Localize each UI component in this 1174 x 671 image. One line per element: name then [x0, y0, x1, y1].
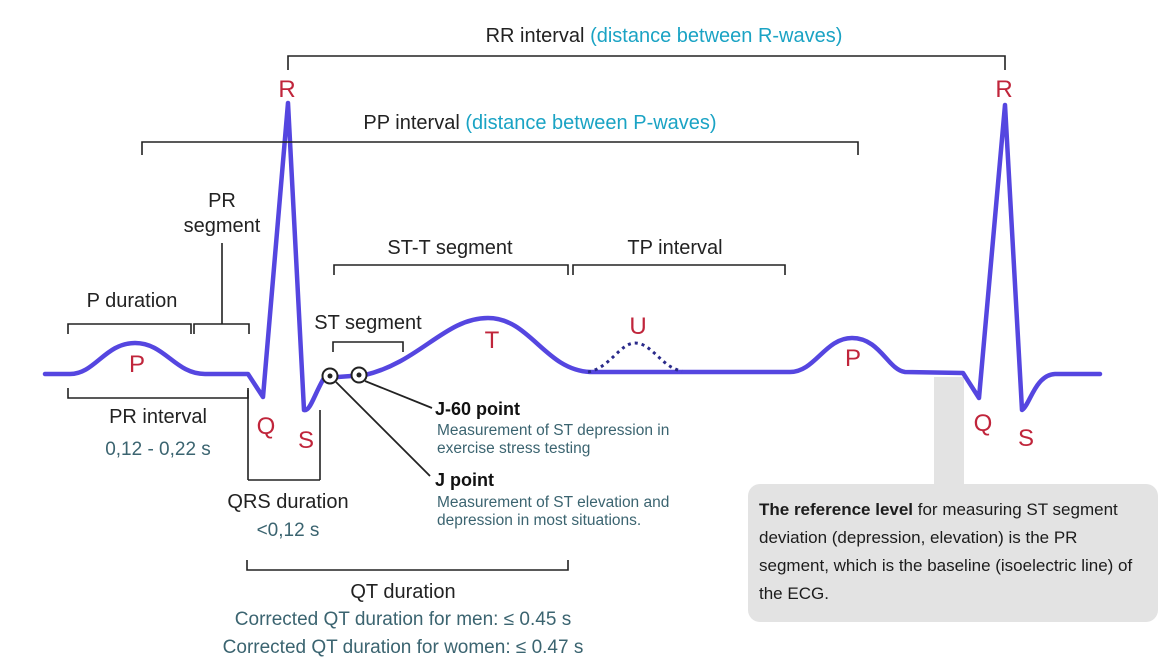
st-t-segment-bracket [333, 264, 569, 275]
wave-label-p1: P [129, 351, 145, 378]
pr-segment-bracket [193, 323, 250, 334]
rr-interval-bracket [287, 55, 1006, 70]
reference-level-connector [934, 377, 964, 487]
qrs-duration-bracket [247, 390, 321, 481]
wave-label-s1: S [298, 427, 314, 454]
qrs-duration-value: <0,12 s [257, 520, 320, 541]
reference-level-text: for measuring ST segment deviation (depr… [759, 500, 1133, 603]
wave-label-r2: R [995, 76, 1012, 103]
j60-point-dot [356, 372, 362, 378]
ecg-trace [42, 100, 1103, 413]
wave-label-u: U [629, 313, 646, 340]
j-point-title: J point [435, 470, 494, 490]
tp-interval-label: TP interval [627, 237, 722, 259]
j-point-dot [327, 373, 333, 379]
pr-segment-label-2: segment [184, 215, 261, 237]
pr-interval-bracket [67, 388, 249, 399]
reference-level-bold: The reference level [759, 500, 914, 519]
j60-point-desc-1: Measurement of ST depression in [437, 422, 669, 439]
qt-men-note: Corrected QT duration for men: ≤ 0.45 s [235, 609, 571, 630]
qrs-duration-label: QRS duration [227, 491, 348, 513]
j60-leader-line [364, 380, 433, 409]
j60-point-title: J-60 point [435, 399, 520, 419]
tp-interval-bracket [572, 264, 786, 275]
qt-women-note: Corrected QT duration for women: ≤ 0.47 … [223, 637, 584, 658]
p-duration-label: P duration [87, 290, 178, 312]
qt-duration-label: QT duration [350, 581, 455, 603]
j60-point-desc-2: exercise stress testing [437, 440, 590, 457]
rr-interval-label: RR interval (distance between R-waves) [486, 25, 843, 47]
wave-label-q1: Q [257, 413, 276, 440]
p-duration-bracket [67, 323, 192, 334]
reference-level-note: The reference level for measuring ST seg… [748, 484, 1158, 622]
j-leader-line [335, 381, 431, 477]
wave-label-q2: Q [974, 410, 993, 437]
pp-interval-label: PP interval (distance between P-waves) [363, 112, 716, 134]
pr-interval-range: 0,12 - 0,22 s [105, 439, 211, 460]
wave-label-p2: P [845, 345, 861, 372]
st-segment-label: ST segment [314, 312, 422, 334]
j-point-desc-2: depression in most situations. [437, 512, 641, 529]
u-wave [587, 341, 683, 374]
pr-interval-label: PR interval [109, 406, 207, 428]
wave-label-r1: R [278, 76, 295, 103]
st-t-segment-label: ST-T segment [387, 237, 513, 259]
pp-interval-bracket [141, 141, 859, 155]
wave-label-t: T [485, 327, 500, 354]
wave-label-s2: S [1018, 425, 1034, 452]
qt-duration-bracket [246, 560, 569, 571]
j-point-desc-1: Measurement of ST elevation and [437, 494, 669, 511]
st-segment-bracket [332, 341, 404, 352]
pr-segment-label-1: PR [208, 190, 236, 212]
